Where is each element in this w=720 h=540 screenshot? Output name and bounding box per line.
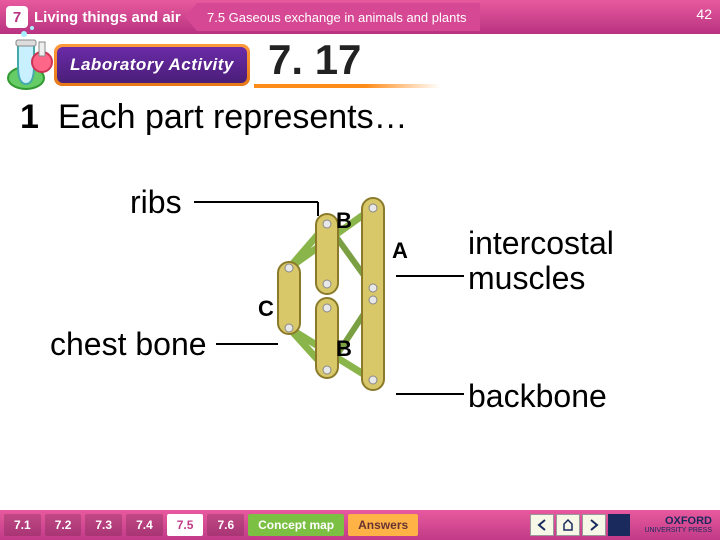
publisher-sub: UNIVERSITY PRESS: [644, 527, 712, 534]
nav-prev-button[interactable]: [530, 514, 554, 536]
diagram-area: ribs chest bone intercostal muscles back…: [0, 168, 720, 488]
svg-text:A: A: [392, 238, 408, 263]
section-tab-7-4[interactable]: 7.4: [126, 514, 163, 536]
flask-icon: [4, 22, 60, 92]
section-tab-7-1[interactable]: 7.1: [4, 514, 41, 536]
svg-text:C: C: [258, 296, 274, 321]
question-text: Each part represents…: [58, 98, 408, 137]
nav-home-button[interactable]: [556, 514, 580, 536]
activity-header: Laboratory Activity 7. 17: [0, 38, 720, 94]
bottom-nav: 7.17.27.37.47.57.6 Concept map Answers O…: [0, 510, 720, 540]
concept-map-tab[interactable]: Concept map: [248, 514, 344, 536]
nav-next-button[interactable]: [582, 514, 606, 536]
svg-text:B: B: [336, 208, 352, 233]
section-tab-7-5[interactable]: 7.5: [167, 514, 204, 536]
section-tab-7-3[interactable]: 7.3: [85, 514, 122, 536]
publisher-name: OXFORD: [665, 516, 712, 527]
diagram-svg: B A C B: [0, 168, 720, 488]
question-number: 1: [20, 98, 58, 137]
laboratory-activity-badge: Laboratory Activity: [54, 44, 250, 86]
svg-text:B: B: [336, 336, 352, 361]
page-number: 42: [696, 6, 712, 22]
section-tab-7-6[interactable]: 7.6: [207, 514, 244, 536]
section-breadcrumb: 7.5 Gaseous exchange in animals and plan…: [185, 3, 480, 31]
main-content: 1 Each part represents… ribs chest bone …: [0, 98, 720, 137]
oxford-logo-icon: [608, 514, 630, 536]
top-bar: 7 Living things and air 7.5 Gaseous exch…: [0, 0, 720, 34]
activity-number: 7. 17: [268, 36, 361, 84]
section-tab-7-2[interactable]: 7.2: [45, 514, 82, 536]
answers-tab[interactable]: Answers: [348, 514, 418, 536]
publisher-label: OXFORD UNIVERSITY PRESS: [644, 516, 712, 534]
activity-underline: [254, 84, 440, 88]
question-row: 1 Each part represents…: [20, 98, 700, 137]
badge-label: Laboratory Activity: [70, 55, 234, 75]
